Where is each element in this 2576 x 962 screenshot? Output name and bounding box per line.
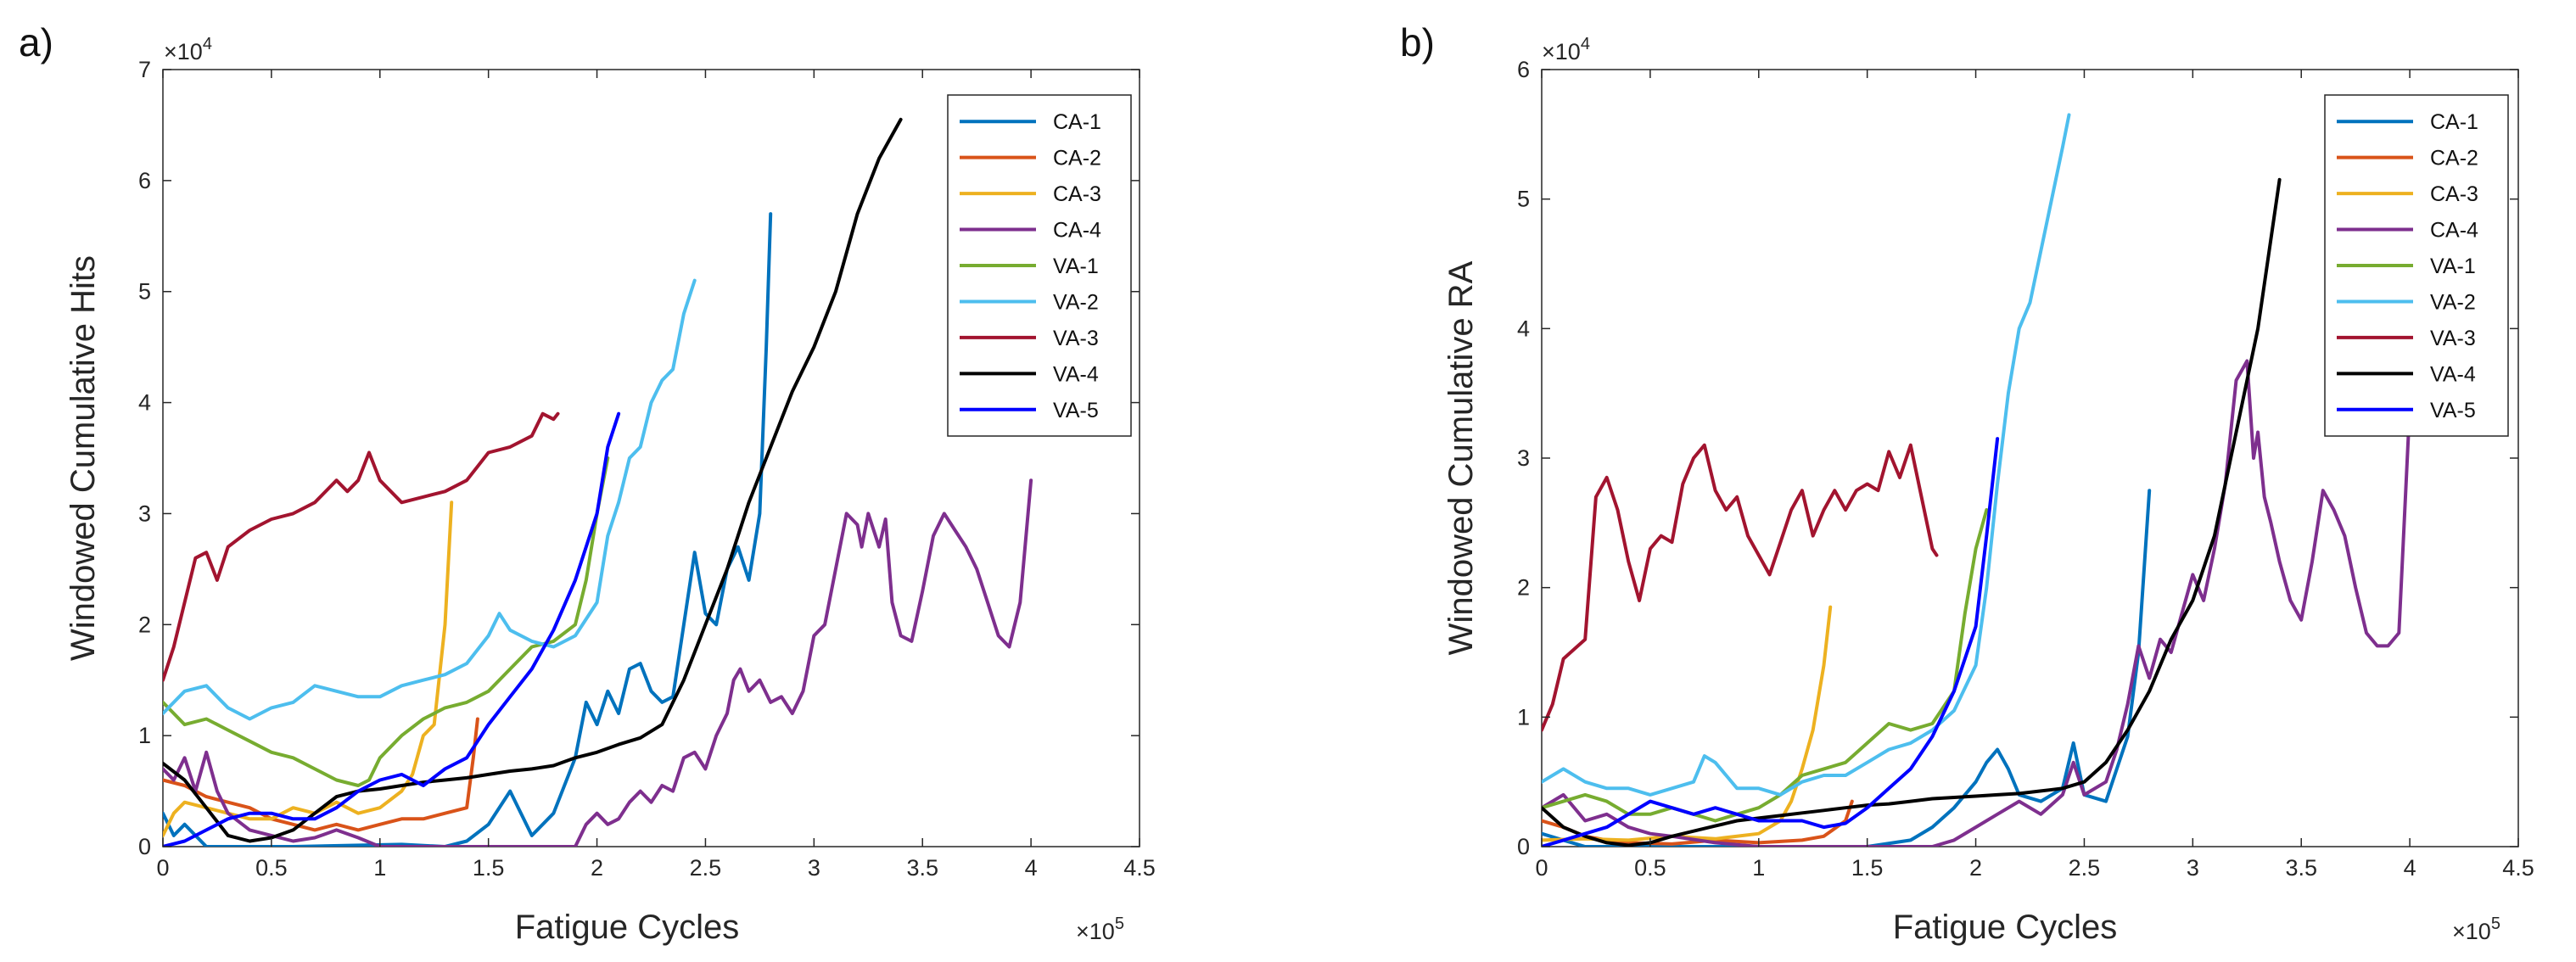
legend-entry: VA-3	[2430, 327, 2476, 350]
legend-entry: CA-4	[1053, 219, 1101, 243]
x-tick-label: 0.5	[1634, 855, 1666, 881]
panel-label: a)	[19, 20, 53, 64]
legend-entry: VA-3	[1053, 327, 1099, 350]
legend-entry: VA-4	[1053, 362, 1099, 386]
legend-entry: VA-2	[2430, 290, 2476, 314]
x-tick-label: 4.5	[1123, 855, 1156, 881]
x-tick-label: 2	[1969, 855, 1982, 881]
panel-a: a) ×104 ×105 Fatigue Cycles Windowed Cum…	[19, 20, 1156, 946]
legend-entry: VA-5	[1053, 399, 1099, 422]
series-line-va-1	[163, 456, 610, 787]
series-line-va-4	[1542, 177, 2282, 847]
x-tick-label: 1	[1752, 855, 1765, 881]
x-tick-label: 2.5	[690, 855, 722, 881]
y-tick-label: 6	[1517, 57, 1530, 82]
x-tick-label: 4.5	[2502, 855, 2534, 881]
series-line-va-5	[1542, 437, 2000, 847]
x-tick-label: 0	[1535, 855, 1548, 881]
legend-entry: VA-2	[1053, 290, 1099, 314]
series-line-va-2	[163, 278, 697, 721]
x-axis-label: Fatigue Cycles	[515, 909, 740, 946]
series-line-ca-1	[1542, 489, 2152, 847]
x-tick-label: 2.5	[2069, 855, 2101, 881]
x-exponent-label: ×105	[2452, 914, 2500, 944]
legend-entry: VA-1	[2430, 254, 2476, 278]
x-tick-label: 1.5	[1851, 855, 1884, 881]
x-tick-label: 3.5	[2285, 855, 2317, 881]
x-tick-label: 4	[2404, 855, 2416, 881]
legend-entry: CA-2	[1053, 147, 1101, 171]
y-tick-label: 3	[1517, 445, 1530, 471]
y-tick-label: 0	[1517, 834, 1530, 859]
legend-entry: CA-1	[1053, 110, 1101, 134]
y-tick-label: 6	[138, 168, 151, 193]
series-line-va-2	[1542, 113, 2071, 797]
series-line-ca-3	[163, 501, 454, 837]
x-tick-label: 4	[1025, 855, 1038, 881]
y-tick-label: 4	[1517, 316, 1530, 341]
x-tick-label: 3	[2187, 855, 2199, 881]
x-tick-label: 2	[591, 855, 603, 881]
legend: CA-1 CA-2 CA-3 CA-4 VA-1 VA-2 VA-3 VA-4 VA-5	[2324, 94, 2509, 437]
legend: CA-1 CA-2 CA-3 CA-4 VA-1 VA-2 VA-3 VA-4 VA-5	[947, 94, 1132, 437]
y-tick-label: 2	[1517, 575, 1530, 601]
legend-entry: VA-1	[1053, 254, 1099, 278]
x-tick-label: 1	[373, 855, 386, 881]
series-line-ca-3	[1542, 605, 1833, 842]
series-group	[163, 117, 1033, 847]
y-exponent-label: ×104	[164, 35, 212, 64]
panel-label: b)	[1400, 20, 1435, 64]
y-tick-label: 5	[138, 279, 151, 305]
legend-entry: CA-3	[1053, 182, 1101, 206]
y-exponent-label: ×104	[1542, 35, 1590, 64]
x-tick-label: 1.5	[473, 855, 505, 881]
y-tick-label: 5	[1517, 187, 1530, 212]
y-tick-label: 4	[138, 390, 151, 416]
y-tick-label: 3	[138, 501, 151, 526]
series-line-ca-4	[163, 478, 1033, 847]
series-line-va-4	[163, 117, 903, 843]
legend-entry: VA-5	[2430, 399, 2476, 422]
panel-b: b) ×104 ×105 Fatigue Cycles Windowed Cum…	[1400, 20, 2534, 946]
series-group	[1542, 113, 2412, 847]
series-line-va-3	[163, 411, 560, 682]
legend-entry: CA-1	[2430, 110, 2478, 134]
y-tick-label: 2	[138, 612, 151, 637]
y-tick-label: 0	[138, 834, 151, 859]
series-line-va-5	[163, 411, 621, 847]
series-line-ca-4	[1542, 359, 2412, 847]
y-axis-label: Windowed Cumulative Hits	[64, 255, 102, 661]
x-tick-label: 0.5	[255, 855, 288, 881]
legend-entry: VA-4	[2430, 362, 2476, 386]
y-tick-label: 1	[1517, 704, 1530, 730]
x-tick-label: 3	[808, 855, 820, 881]
legend-entry: CA-3	[2430, 182, 2478, 206]
x-tick-label: 0	[156, 855, 169, 881]
x-tick-label: 3.5	[906, 855, 938, 881]
legend-entry: CA-2	[2430, 147, 2478, 171]
x-axis-label: Fatigue Cycles	[1893, 909, 2118, 946]
y-tick-label: 7	[138, 57, 151, 82]
y-axis-label: Windowed Cumulative RA	[1442, 260, 1480, 655]
x-exponent-label: ×105	[1076, 914, 1124, 944]
legend-entry: CA-4	[2430, 219, 2478, 243]
series-line-va-3	[1542, 443, 1939, 732]
y-tick-label: 1	[138, 723, 151, 748]
